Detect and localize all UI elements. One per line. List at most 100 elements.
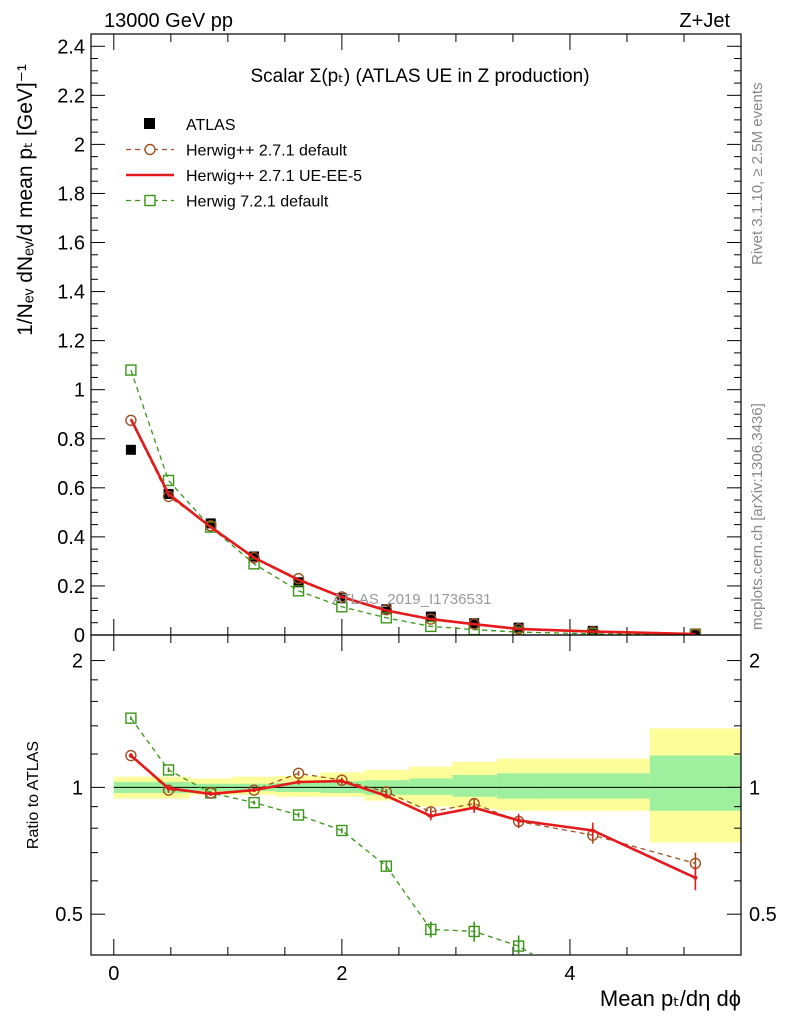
ratio-point-dot xyxy=(128,753,133,758)
legend-item-3: Herwig 7.2.1 default xyxy=(126,194,329,211)
ratio-y-tick-label: 0.5 xyxy=(55,904,83,926)
x-tick-label: 4 xyxy=(564,963,575,985)
ratio-point-dot xyxy=(590,828,595,833)
header-left: 13000 GeV pp xyxy=(104,10,233,32)
mcplots-label: mcplots.cern.ch [arXiv:1306.3436] xyxy=(749,403,766,630)
ratio-y-tick-label: 2 xyxy=(72,651,83,673)
main-y-tick-label: 1.8 xyxy=(57,183,85,205)
legend-item-2: Herwig++ 2.7.1 UE-EE-5 xyxy=(126,168,362,185)
main-point-square xyxy=(425,620,437,633)
ratio-point-dot xyxy=(384,793,389,798)
ratio-y-axis-label: Ratio to ATLAS xyxy=(25,741,42,849)
main-y-tick-label: 1.2 xyxy=(57,331,85,353)
legend-label: Herwig++ 2.7.1 UE-EE-5 xyxy=(186,168,362,185)
ratio-point-square xyxy=(468,925,480,938)
ratio-point-square xyxy=(292,809,305,821)
legend-marker xyxy=(144,194,156,207)
main-y-tick-label: 0.4 xyxy=(57,527,85,549)
x-tick-label: 2 xyxy=(336,963,347,985)
header-right: Z+Jet xyxy=(679,10,730,32)
rivet-label: Rivet 3.1.10, ≥ 2.5M events xyxy=(749,83,766,266)
main-y-tick-label: 2 xyxy=(74,134,85,156)
main-point-square xyxy=(512,626,525,635)
ratio-point-square xyxy=(162,764,175,776)
ratio-y-tick-label: 1 xyxy=(72,777,83,799)
ratio-point-square xyxy=(425,923,437,936)
x-axis-label: Mean pₜ/dη dϕ xyxy=(600,986,741,1011)
band-inner-8 xyxy=(452,774,497,797)
main-series-line-3 xyxy=(130,369,696,635)
main-y-tick-label: 2.4 xyxy=(57,36,85,58)
main-point-circle xyxy=(125,414,137,427)
main-point-circle xyxy=(248,552,260,564)
main-y-tick-label: 0.2 xyxy=(57,576,85,598)
ratio-point-dot xyxy=(166,786,171,791)
main-point-atlas xyxy=(690,628,701,635)
legend-item-0: ATLAS xyxy=(144,117,236,134)
main-point-square xyxy=(162,474,175,487)
chart-title: Scalar Σ(pₜ) (ATLAS UE in Z production) xyxy=(250,66,589,87)
main-y-axis-label-text: 1/Nₑᵥ dNₑᵥ/d mean pₜ [GeV]⁻¹ xyxy=(14,64,37,336)
ratio-point-dot xyxy=(428,814,433,819)
ratio-point-dot xyxy=(693,875,698,880)
ratio-point-circle xyxy=(125,749,137,762)
legend-label: Herwig++ 2.7.1 default xyxy=(186,143,348,160)
main-point-atlas xyxy=(205,518,216,529)
legend-label: Herwig 7.2.1 default xyxy=(186,194,329,211)
legend-label: ATLAS xyxy=(186,117,236,134)
legend: ATLAS Herwig++ 2.7.1 default Herwig++ 2.7.… xyxy=(126,117,362,211)
ratio-point-square xyxy=(588,985,598,995)
band-inner-11 xyxy=(649,755,741,811)
main-series-2 xyxy=(129,418,696,635)
main-point-square xyxy=(380,612,393,624)
ratio-series-line-1 xyxy=(130,754,696,879)
band-inner-7 xyxy=(409,778,453,795)
ratio-point-dot xyxy=(472,805,477,810)
main-series-line-2 xyxy=(129,418,696,635)
ratio-uncertainty-bands xyxy=(113,728,741,843)
main-point-atlas xyxy=(293,577,304,588)
ratio-panel: 0 2 4 0.5 0.5 1 1 2 2 xyxy=(55,634,777,995)
ratio-point-dot xyxy=(296,779,301,784)
ratio-point-square xyxy=(380,860,393,872)
main-y-tick-label: 1 xyxy=(74,380,85,402)
main-point-atlas xyxy=(125,444,136,455)
main-y-tick-label: 2.2 xyxy=(57,85,85,107)
main-point-square xyxy=(292,585,305,597)
main-point-circle xyxy=(336,591,348,603)
ratio-point-dot xyxy=(252,788,257,793)
ratio-point-square xyxy=(248,796,260,809)
band-inner-10 xyxy=(541,773,650,799)
x-axis-label-text: Mean pₜ/dη dϕ xyxy=(600,986,741,1011)
main-y-tick-label: 1.6 xyxy=(57,233,85,255)
main-y-tick-label: 0 xyxy=(74,625,85,647)
ratio-series-line-0 xyxy=(130,755,696,865)
main-series-0 xyxy=(125,444,701,635)
analysis-watermark: ATLAS_2019_I1736531 xyxy=(332,591,491,608)
chart-title-text: Scalar Σ(pₜ) (ATLAS UE in Z production) xyxy=(250,66,589,87)
ratio-point-circle xyxy=(292,767,305,779)
main-point-atlas xyxy=(425,611,436,622)
ratio-point-square xyxy=(512,940,525,952)
ratio-point-square xyxy=(336,824,348,837)
ratio-point-dot xyxy=(516,818,521,823)
ratio-y-tick-label-right: 0.5 xyxy=(749,904,777,926)
main-y-axis-label: 1/Nₑᵥ dNₑᵥ/d mean pₜ [GeV]⁻¹ xyxy=(14,64,37,336)
main-panel: 0 0.2 0.4 0.6 0.8 1 1.2 1.4 1.6 1.8 2 2.2 2.4 xyxy=(57,33,742,647)
legend-marker xyxy=(144,143,156,156)
ratio-y-tick-label-right: 1 xyxy=(749,777,760,799)
ratio-series-1 xyxy=(128,753,698,891)
main-point-circle xyxy=(205,520,217,532)
ratio-series-line-2 xyxy=(130,717,535,955)
main-y-tick-label: 0.6 xyxy=(57,478,85,500)
ratio-point-dot xyxy=(208,791,213,796)
legend-marker xyxy=(144,118,155,129)
ratio-frame xyxy=(90,634,742,956)
main-point-square xyxy=(125,364,137,376)
ratio-y-tick-label-right: 2 xyxy=(749,651,760,673)
main-y-tick-label: 1.4 xyxy=(57,282,85,304)
band-inner-9 xyxy=(496,773,542,799)
legend-item-1: Herwig++ 2.7.1 default xyxy=(126,143,348,160)
main-y-tick-label: 0.8 xyxy=(57,429,85,451)
